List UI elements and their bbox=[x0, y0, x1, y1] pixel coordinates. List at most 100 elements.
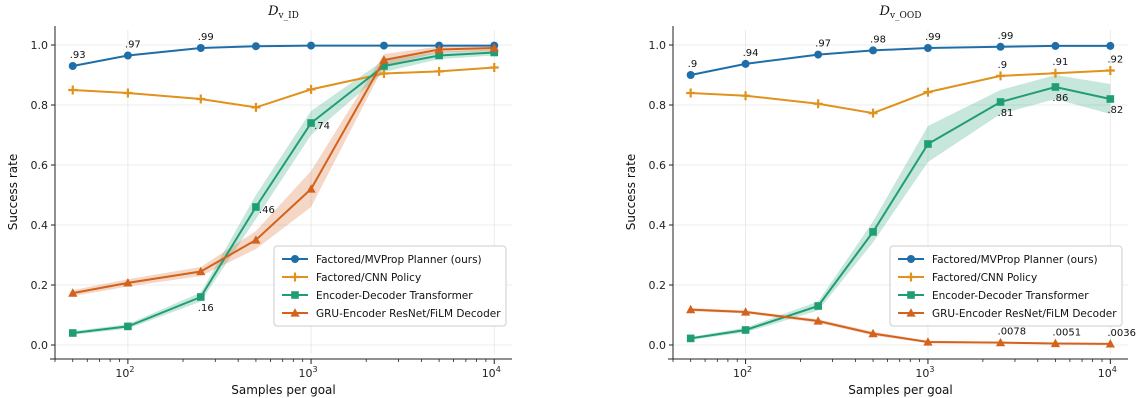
series-2-point bbox=[1050, 68, 1060, 78]
x-tick-label: 103 bbox=[299, 365, 318, 380]
data-label: .97 bbox=[125, 40, 141, 51]
data-label: .46 bbox=[259, 205, 275, 216]
chart-title-main: D bbox=[267, 4, 279, 19]
series-2-point bbox=[923, 87, 933, 97]
series-4-point bbox=[489, 43, 499, 52]
series-1-point bbox=[379, 41, 388, 50]
legend-label-1: Factored/MVProp Planner (ours) bbox=[316, 254, 482, 266]
series-4-point bbox=[686, 304, 696, 314]
series-3-line bbox=[72, 51, 495, 334]
y-tick-label: 0.8 bbox=[649, 99, 667, 112]
x-tick-exponent: 3 bbox=[929, 365, 934, 374]
series-4-point bbox=[923, 337, 933, 346]
series-2-point bbox=[123, 88, 133, 98]
x-tick-label: 104 bbox=[1098, 365, 1117, 380]
legend-label-3: Encoder-Decoder Transformer bbox=[316, 290, 473, 302]
series-3-point bbox=[252, 203, 260, 211]
series-2-point bbox=[434, 66, 444, 76]
series-4-point bbox=[434, 44, 444, 54]
x-tick-exponent: 4 bbox=[1112, 365, 1117, 374]
data-label: .9 bbox=[688, 59, 698, 70]
series-2-point bbox=[686, 88, 696, 98]
y-tick-label: 0.2 bbox=[31, 279, 49, 292]
data-label: .0051 bbox=[1052, 327, 1081, 338]
data-label: .99 bbox=[998, 31, 1014, 42]
data-label: .98 bbox=[870, 34, 886, 45]
series-2-point bbox=[196, 94, 206, 104]
data-label: .82 bbox=[1107, 105, 1123, 116]
series-1-point bbox=[741, 59, 750, 68]
y-tick-label: 1.0 bbox=[649, 39, 667, 52]
series-3-point bbox=[1051, 83, 1060, 91]
data-label: .0036 bbox=[1107, 328, 1136, 339]
series-4-point bbox=[68, 288, 78, 297]
legend-box bbox=[273, 245, 507, 327]
x-tick-base: 10 bbox=[299, 367, 313, 380]
series-3-point bbox=[924, 140, 932, 148]
x-tick-base: 10 bbox=[733, 367, 747, 380]
x-tick-label: 104 bbox=[482, 365, 501, 380]
series-3-point bbox=[124, 322, 132, 331]
legend-marker-1 bbox=[907, 255, 915, 263]
series-3-point bbox=[307, 119, 315, 127]
y-axis-label: Success rate bbox=[6, 154, 20, 231]
data-label: .86 bbox=[1052, 93, 1068, 104]
legend-marker-3 bbox=[907, 291, 915, 299]
series-4-point bbox=[995, 337, 1006, 347]
x-tick-base: 10 bbox=[915, 367, 929, 380]
data-label: .99 bbox=[925, 32, 941, 43]
series-4-point bbox=[1050, 338, 1061, 348]
series-2-point bbox=[868, 108, 878, 118]
series-4-point bbox=[251, 235, 261, 244]
x-tick-base: 10 bbox=[1098, 367, 1112, 380]
series-1-point bbox=[1106, 41, 1115, 50]
series-2-point bbox=[741, 91, 751, 101]
legend-label-4: GRU-Encoder ResNet/FiLM Decoder bbox=[316, 308, 501, 320]
series-3-point bbox=[741, 326, 750, 334]
series-3-point bbox=[196, 293, 205, 301]
legend: Factored/MVProp Planner (ours) Factored/C… bbox=[889, 245, 1123, 327]
series-2-line bbox=[72, 66, 495, 109]
y-tick-label: 1.0 bbox=[31, 39, 49, 52]
series-1-point bbox=[307, 41, 316, 50]
data-label: .94 bbox=[743, 48, 759, 59]
series-3-point bbox=[814, 302, 822, 310]
legend-label-3: Encoder-Decoder Transformer bbox=[932, 290, 1089, 302]
series-1-point bbox=[996, 42, 1005, 51]
data-label: .16 bbox=[198, 303, 214, 314]
legend-marker-2 bbox=[906, 272, 916, 282]
y-tick-label: 0.4 bbox=[31, 219, 49, 232]
series-3-line bbox=[690, 85, 1111, 340]
legend-label-4: GRU-Encoder ResNet/FiLM Decoder bbox=[932, 308, 1117, 320]
series-1-point bbox=[196, 44, 205, 52]
series-2-line bbox=[690, 69, 1111, 115]
series-3-point bbox=[380, 62, 388, 70]
data-label: .74 bbox=[314, 121, 330, 132]
chart-title-subscript: v_OOD bbox=[889, 11, 922, 21]
series-1-point bbox=[123, 51, 132, 60]
series-3-point bbox=[490, 48, 499, 57]
series-4-point bbox=[123, 278, 133, 287]
series-1-point bbox=[869, 46, 878, 55]
legend-marker-4 bbox=[906, 308, 916, 317]
legend-label-2: Factored/CNN Policy bbox=[932, 272, 1037, 284]
x-axis-label: Samples per goal bbox=[848, 383, 952, 397]
y-tick-label: 0.0 bbox=[31, 339, 49, 352]
x-tick-exponent: 3 bbox=[313, 365, 318, 374]
series-4-point bbox=[740, 307, 751, 316]
x-axis-label: Samples per goal bbox=[231, 383, 335, 397]
chart-title: Dv_OOD bbox=[879, 4, 922, 21]
y-tick-label: 0.8 bbox=[31, 99, 49, 112]
series-4-line bbox=[72, 47, 495, 295]
legend-box bbox=[889, 245, 1123, 327]
series-4-point bbox=[306, 184, 316, 193]
y-tick-label: 0.4 bbox=[649, 219, 667, 232]
series-1-point bbox=[251, 42, 260, 51]
series-1-line bbox=[72, 44, 495, 67]
chart-title-subscript: v_ID bbox=[278, 11, 299, 21]
series-4-point bbox=[1105, 339, 1115, 348]
x-tick-exponent: 2 bbox=[129, 365, 134, 374]
legend-marker-3 bbox=[291, 291, 299, 299]
